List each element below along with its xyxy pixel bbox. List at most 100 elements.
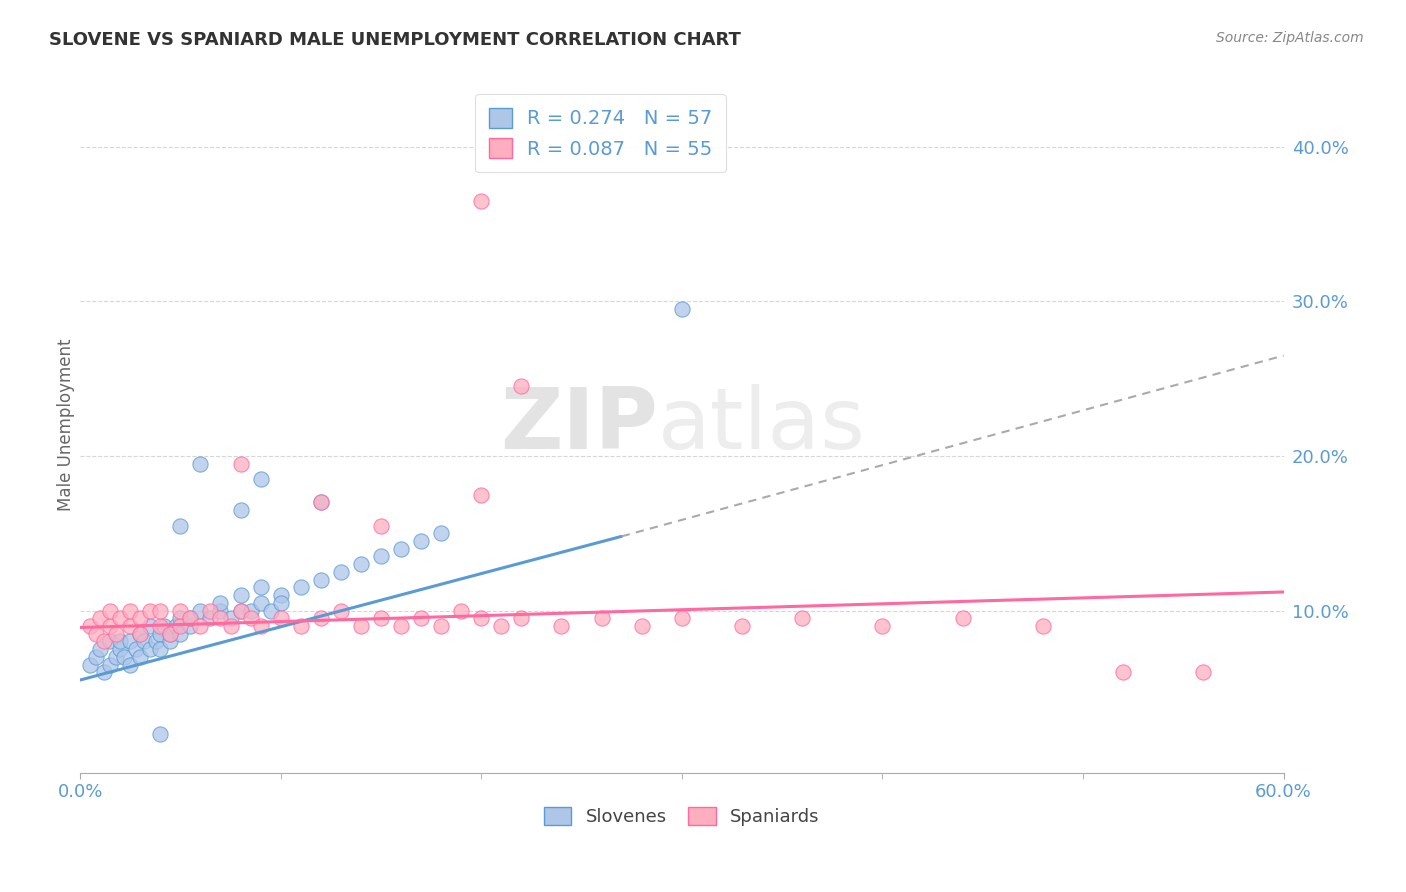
Point: [270, 596, 292, 610]
Point: [270, 611, 292, 625]
Point: [389, 541, 412, 556]
Point: [120, 619, 142, 633]
Point: [239, 611, 262, 625]
Point: [309, 495, 332, 509]
Point: [120, 634, 142, 648]
Point: [671, 302, 693, 317]
Point: [309, 573, 332, 587]
Point: [179, 611, 201, 625]
Point: [149, 626, 172, 640]
Point: [169, 603, 191, 617]
Point: [169, 619, 191, 633]
Point: [370, 518, 392, 533]
Text: Source: ZipAtlas.com: Source: ZipAtlas.com: [1216, 31, 1364, 45]
Point: [149, 603, 172, 617]
Point: [98, 634, 121, 648]
Point: [309, 495, 332, 509]
Point: [105, 649, 128, 664]
Point: [98, 657, 121, 672]
Point: [108, 611, 131, 625]
Point: [93, 665, 115, 680]
Point: [470, 611, 492, 625]
Point: [350, 619, 373, 633]
Legend: Slovenes, Spaniards: Slovenes, Spaniards: [537, 799, 827, 833]
Point: [190, 619, 212, 633]
Point: [179, 619, 201, 633]
Point: [169, 518, 191, 533]
Point: [190, 603, 212, 617]
Point: [249, 596, 271, 610]
Point: [229, 588, 252, 602]
Point: [108, 642, 131, 657]
Point: [290, 619, 312, 633]
Point: [125, 642, 148, 657]
Point: [169, 611, 191, 625]
Text: atlas: atlas: [658, 384, 866, 467]
Point: [120, 603, 142, 617]
Point: [169, 626, 191, 640]
Point: [134, 634, 156, 648]
Point: [792, 611, 814, 625]
Point: [209, 596, 232, 610]
Point: [139, 642, 162, 657]
Point: [153, 619, 176, 633]
Point: [98, 619, 121, 633]
Point: [290, 580, 312, 594]
Point: [952, 611, 974, 625]
Point: [229, 503, 252, 517]
Point: [430, 526, 453, 541]
Point: [89, 642, 111, 657]
Point: [491, 619, 513, 633]
Text: SLOVENE VS SPANIARD MALE UNEMPLOYMENT CORRELATION CHART: SLOVENE VS SPANIARD MALE UNEMPLOYMENT CO…: [49, 31, 741, 49]
Point: [89, 611, 111, 625]
Point: [149, 727, 172, 741]
Point: [370, 611, 392, 625]
Point: [239, 603, 262, 617]
Point: [731, 619, 754, 633]
Point: [179, 611, 201, 625]
Point: [389, 619, 412, 633]
Point: [129, 649, 152, 664]
Point: [249, 472, 271, 486]
Point: [350, 557, 373, 571]
Point: [409, 533, 432, 548]
Point: [270, 588, 292, 602]
Point: [209, 611, 232, 625]
Point: [159, 626, 181, 640]
Point: [139, 603, 162, 617]
Point: [79, 619, 101, 633]
Point: [1112, 665, 1135, 680]
Point: [409, 611, 432, 625]
Point: [108, 634, 131, 648]
Point: [219, 619, 242, 633]
Point: [129, 626, 152, 640]
Point: [249, 619, 271, 633]
Point: [112, 649, 135, 664]
Point: [139, 619, 162, 633]
Point: [591, 611, 613, 625]
Point: [329, 565, 352, 579]
Point: [309, 611, 332, 625]
Point: [229, 603, 252, 617]
Point: [1032, 619, 1054, 633]
Point: [249, 580, 271, 594]
Point: [510, 611, 533, 625]
Point: [209, 603, 232, 617]
Point: [510, 379, 533, 393]
Point: [200, 603, 222, 617]
Point: [200, 611, 222, 625]
Point: [159, 626, 181, 640]
Point: [550, 619, 572, 633]
Point: [165, 619, 187, 633]
Point: [370, 549, 392, 564]
Point: [470, 488, 492, 502]
Point: [98, 603, 121, 617]
Point: [93, 634, 115, 648]
Point: [450, 603, 472, 617]
Point: [149, 642, 172, 657]
Point: [120, 657, 142, 672]
Point: [84, 649, 107, 664]
Point: [229, 457, 252, 471]
Point: [671, 611, 693, 625]
Point: [430, 619, 453, 633]
